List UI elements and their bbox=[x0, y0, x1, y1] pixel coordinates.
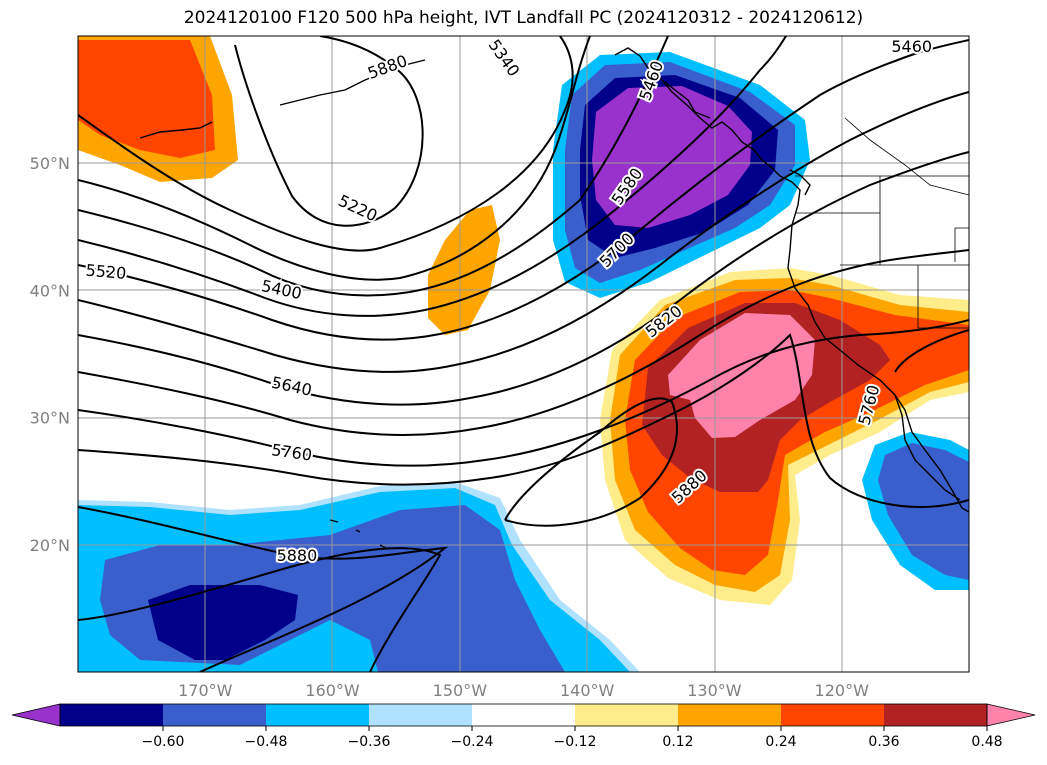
longitude-labels: 170°W 160°W 150°W 140°W 130°W 120°W bbox=[178, 681, 869, 700]
colorbar-segment bbox=[884, 704, 988, 726]
colorbar-tick-label: −0.60 bbox=[142, 734, 185, 750]
lon-tick-label: 150°W bbox=[433, 681, 488, 700]
colorbar-tick-label: −0.36 bbox=[348, 734, 391, 750]
colorbar-segment bbox=[266, 704, 370, 726]
contour-label-text: 5460 bbox=[891, 37, 932, 56]
colorbar-segment bbox=[369, 704, 473, 726]
colorbar-extend-min bbox=[11, 703, 61, 727]
lon-tick-label: 140°W bbox=[560, 681, 615, 700]
contour-label-text: 5880 bbox=[277, 546, 318, 565]
colorbar-segment bbox=[678, 704, 782, 726]
colorbar-tick-label: 0.24 bbox=[765, 734, 796, 750]
lat-tick-label: 30°N bbox=[30, 409, 70, 428]
lon-tick-label: 130°W bbox=[687, 681, 742, 700]
colorbar-tick-label: 0.12 bbox=[662, 734, 693, 750]
ivt-shading bbox=[78, 36, 969, 672]
colorbar-extend-max bbox=[986, 703, 1036, 727]
colorbar-outline bbox=[59, 703, 988, 727]
colorbar-tick-label: −0.48 bbox=[245, 734, 288, 750]
coastlines bbox=[139, 47, 969, 549]
colorbar-segment bbox=[163, 704, 267, 726]
colorbar-segment bbox=[60, 704, 164, 726]
chart-title: 2024120100 F120 500 hPa height, IVT Land… bbox=[183, 8, 864, 28]
lon-tick-label: 170°W bbox=[178, 681, 233, 700]
colorbar-segment bbox=[472, 704, 576, 726]
colorbar-tick-label: −0.24 bbox=[451, 734, 494, 750]
lon-tick-label: 160°W bbox=[305, 681, 360, 700]
latitude-labels: 50°N 40°N 30°N 20°N bbox=[30, 154, 70, 555]
colorbar-segment bbox=[575, 704, 679, 726]
colorbar-tick-label: 0.48 bbox=[971, 734, 1002, 750]
colorbar: −0.60 −0.48 −0.36 −0.24 −0.12 0.12 0.24 0.36 0.4… bbox=[11, 703, 1036, 750]
lat-tick-label: 50°N bbox=[30, 154, 70, 173]
lat-tick-label: 40°N bbox=[30, 281, 70, 300]
colorbar-tick-label: −0.12 bbox=[554, 734, 597, 750]
colorbar-segment bbox=[781, 704, 885, 726]
colorbar-tick-label: 0.36 bbox=[868, 734, 899, 750]
gridlines bbox=[78, 36, 969, 672]
height-contours bbox=[78, 36, 969, 672]
contour-label: 5880 bbox=[275, 544, 320, 567]
lat-tick-label: 20°N bbox=[30, 536, 70, 555]
contour-label-text: 5520 bbox=[85, 261, 127, 283]
map-area: 5220540055205640576058805880582057005580… bbox=[78, 36, 969, 672]
contour-label: 5520 bbox=[83, 259, 129, 285]
contour-label: 5460 bbox=[889, 36, 934, 58]
map-frame bbox=[77, 35, 970, 673]
lon-tick-label: 120°W bbox=[815, 681, 870, 700]
